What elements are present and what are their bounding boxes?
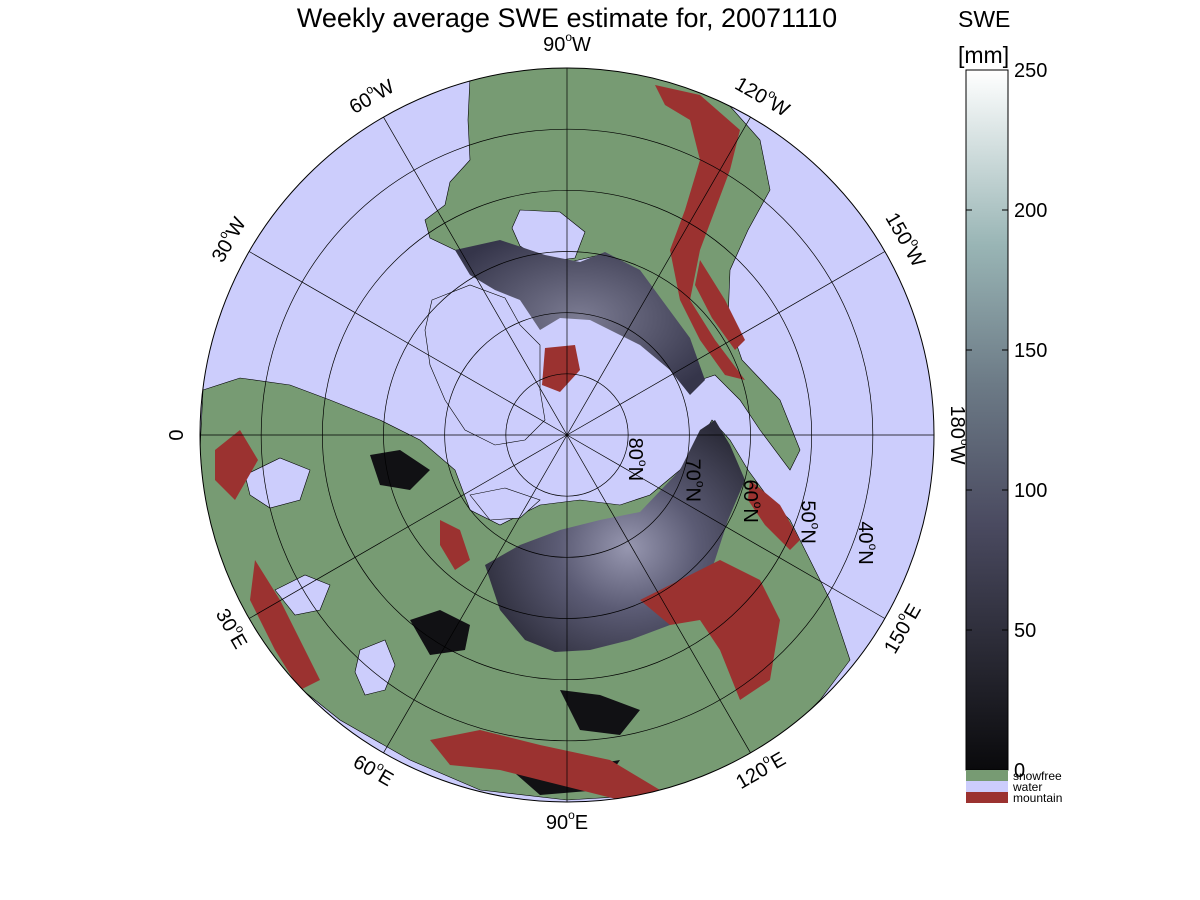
- colorbar-tick-label-250: 250: [1014, 60, 1047, 82]
- legend-label-water: water: [1012, 780, 1042, 794]
- legend-swatch-snowfree: [966, 770, 1008, 781]
- alps-mountain: [215, 430, 258, 500]
- latitude-labels: 80oN 70oN 60oN 50oN 40oN: [624, 438, 880, 565]
- colorbar-tick-label-150: 150: [1014, 340, 1047, 362]
- colorbar-tick-label-200: 200: [1014, 200, 1047, 222]
- lat-label-60N: 60oN: [739, 479, 765, 522]
- colorbar-tick-label-0: 0: [1014, 760, 1025, 782]
- colorbar-unit: [mm]: [958, 42, 1009, 68]
- meridian-120E: [566, 434, 751, 754]
- lon-label-180W: 180oW: [946, 406, 972, 465]
- map-title: Weekly average SWE estimate for, 2007111…: [296, 3, 838, 33]
- meridian-30W: [248, 251, 568, 436]
- legend-swatch-mountain: [966, 792, 1008, 803]
- mongolia-snow: [560, 690, 640, 735]
- colorbar-gradient: [965, 69, 1009, 771]
- meridian-150W: [566, 251, 886, 436]
- colorbar-tick-label-100: 100: [1014, 480, 1047, 502]
- baltic-sea: [244, 457, 311, 509]
- lon-label-90W: 90oW: [543, 30, 591, 56]
- alaska-mountain: [695, 260, 745, 350]
- lat-label-70N: 70oN: [681, 459, 707, 502]
- siberia-mountain: [640, 560, 780, 700]
- meridian-150E: [566, 434, 886, 619]
- meridian-120W: [566, 116, 751, 436]
- lat-label-40N: 40oN: [854, 521, 880, 564]
- lat-label-80N: 80oN: [624, 438, 650, 481]
- kamchatka-mountain: [748, 480, 800, 550]
- colorbar-tick-label-50: 50: [1014, 620, 1036, 642]
- meridian-60W: [383, 116, 568, 436]
- legend-swatch-water: [966, 781, 1008, 792]
- caspian-sea: [354, 639, 396, 696]
- lon-label-90E: 90oE: [546, 808, 588, 834]
- central-asia-snow: [410, 610, 470, 655]
- map-border: [199, 67, 935, 803]
- legend-label-snowfree: snowfree: [1013, 769, 1062, 783]
- turkey-mountain: [250, 560, 320, 690]
- lat-label-50N: 50oN: [796, 500, 822, 543]
- black-sea: [274, 574, 331, 616]
- legend-label-mountain: mountain: [1013, 791, 1062, 805]
- himalaya-mountain: [430, 730, 660, 800]
- ural-mountain: [440, 520, 470, 570]
- canada-snow: [455, 240, 705, 395]
- graticule: [200, 68, 934, 802]
- colorbar-ticks: 0 50 100 150 200 250: [966, 60, 1047, 782]
- meridian-60E: [383, 434, 568, 754]
- colorbar-title: SWE: [958, 6, 1010, 32]
- lon-label-0: 0: [166, 429, 188, 440]
- greenland-mountain: [542, 345, 580, 392]
- meridian-30E: [248, 434, 568, 619]
- rockies-mountain: [655, 85, 745, 380]
